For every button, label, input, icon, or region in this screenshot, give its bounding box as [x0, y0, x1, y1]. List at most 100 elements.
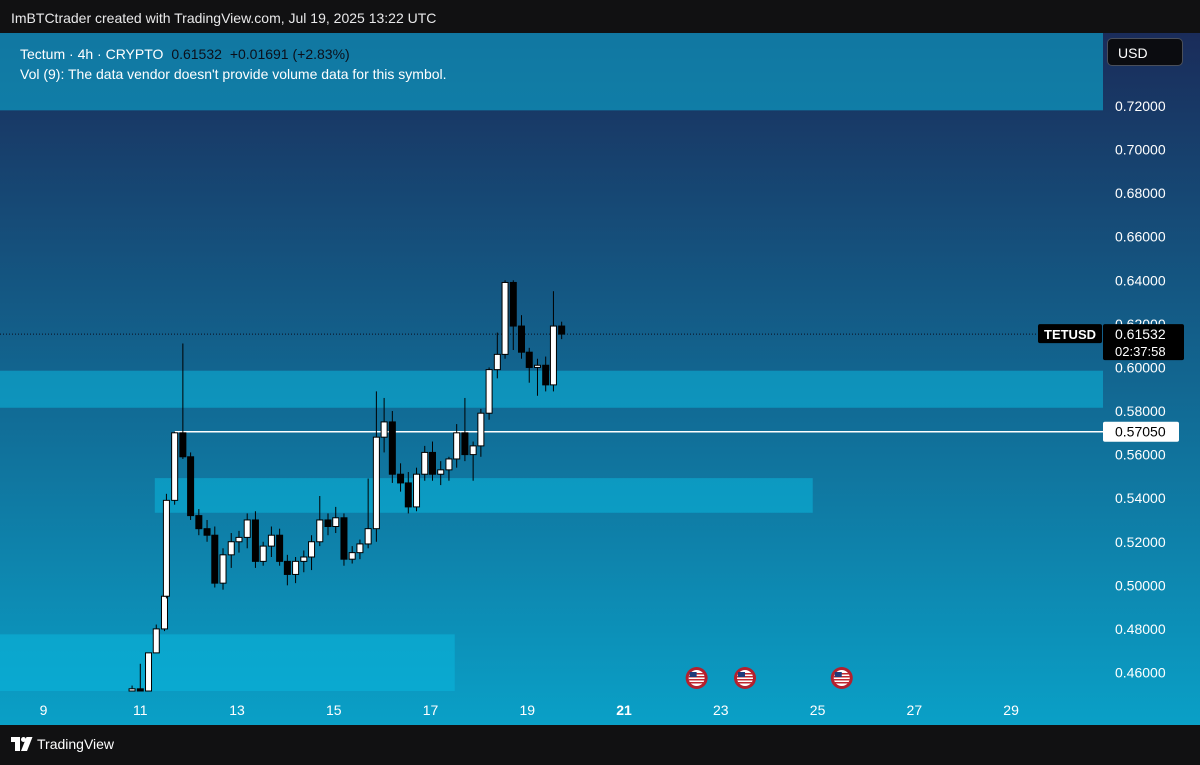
candle-body-down [340, 517, 348, 560]
candle[interactable] [453, 424, 461, 468]
event-flag-stripe [833, 679, 850, 681]
x-tick-label: 13 [229, 702, 245, 718]
candle[interactable] [542, 356, 550, 392]
candle[interactable] [145, 652, 153, 692]
candle[interactable] [493, 332, 501, 379]
event-flag-stripe [688, 682, 705, 684]
candle-body-up [292, 560, 300, 575]
candle[interactable] [152, 624, 160, 654]
candle-body-down [404, 482, 412, 508]
candle[interactable] [388, 411, 396, 483]
candle-body-up [348, 552, 356, 560]
candle[interactable] [348, 546, 356, 564]
candle[interactable] [445, 456, 453, 481]
candle[interactable] [251, 511, 259, 568]
candle-body-up [413, 473, 421, 508]
candle[interactable] [187, 452, 195, 520]
candle[interactable] [509, 280, 517, 351]
y-tick-label: 0.54000 [1115, 490, 1166, 506]
legend-volume-note: Vol (9): The data vendor doesn't provide… [20, 66, 447, 82]
candle-body-down [388, 421, 396, 475]
candle[interactable] [324, 513, 332, 536]
event-flag-canton [689, 672, 697, 677]
candle[interactable] [485, 367, 493, 420]
candle[interactable] [300, 550, 308, 573]
candle-body-up [372, 436, 380, 530]
candle[interactable] [203, 519, 211, 542]
candle[interactable] [404, 472, 412, 514]
candle[interactable] [380, 397, 388, 453]
candle[interactable] [162, 493, 170, 599]
candle[interactable] [549, 291, 557, 392]
candle[interactable] [397, 463, 405, 492]
tradingview-brand: TradingView [37, 736, 115, 752]
candle[interactable] [340, 513, 348, 566]
y-tick-label: 0.66000 [1115, 229, 1166, 245]
candle[interactable] [308, 535, 316, 571]
candle-body-up [145, 652, 153, 692]
currency-button[interactable]: USD [1107, 38, 1183, 66]
candle-body-up [243, 519, 251, 538]
candle-body-down [461, 432, 469, 456]
candle-body-up [160, 595, 168, 630]
candle[interactable] [195, 509, 203, 536]
candle-body-up [128, 688, 136, 692]
candle[interactable] [276, 528, 284, 566]
us-flag-icon[interactable] [830, 667, 853, 689]
price-chart[interactable]: 0.720000.700000.680000.660000.640000.620… [0, 33, 1200, 725]
zone-3 [0, 634, 455, 691]
candle[interactable] [316, 495, 324, 547]
candle[interactable] [372, 391, 380, 542]
us-flag-icon[interactable] [734, 667, 757, 689]
candle-body-down [251, 519, 259, 562]
candle[interactable] [332, 506, 340, 534]
candle[interactable] [179, 343, 187, 459]
candle-body-up [171, 432, 179, 501]
candle[interactable] [533, 358, 541, 396]
candle[interactable] [267, 526, 275, 558]
candle[interactable] [461, 397, 469, 462]
x-tick-label: 11 [133, 702, 148, 718]
candle[interactable] [356, 539, 364, 560]
candle[interactable] [128, 685, 136, 692]
candle-body-down [428, 451, 436, 475]
candle[interactable] [437, 461, 445, 486]
y-tick-label: 0.56000 [1115, 447, 1166, 463]
candle-body-up [533, 364, 541, 368]
candle[interactable] [136, 663, 144, 692]
candle[interactable] [235, 530, 243, 553]
candle[interactable] [421, 445, 429, 481]
candle[interactable] [428, 441, 436, 481]
candle-body-up [267, 534, 275, 547]
y-tick-label: 0.52000 [1115, 534, 1166, 550]
candle[interactable] [227, 533, 235, 568]
candle-body-up [364, 528, 372, 545]
x-tick-label: 9 [40, 702, 48, 718]
candle-body-up [437, 469, 445, 475]
legend-symbol[interactable]: Tectum · 4h · CRYPTO [20, 46, 164, 62]
tradingview-logo[interactable]: TradingView [11, 736, 114, 752]
legend-change: +0.01691 (+2.83%) [229, 46, 350, 62]
candle-body-down [283, 560, 291, 575]
candle[interactable] [243, 513, 251, 549]
candle[interactable] [259, 541, 267, 566]
candle-body-up [162, 499, 170, 597]
chart-panel[interactable]: 0.72000 0.70000 0.68000 0.66000 0.64000 0.620… [0, 33, 1200, 725]
candle[interactable] [171, 431, 179, 505]
candle[interactable] [518, 315, 526, 359]
candle[interactable] [477, 408, 485, 457]
x-tick-label: 19 [520, 702, 536, 718]
us-flag-icon[interactable] [685, 667, 708, 689]
candle[interactable] [211, 526, 219, 588]
candle[interactable] [283, 554, 291, 586]
candle[interactable] [525, 347, 533, 383]
candle[interactable] [413, 467, 421, 512]
candle[interactable] [501, 280, 509, 359]
candle[interactable] [558, 321, 566, 340]
candle[interactable] [292, 557, 300, 584]
candle-body-up [453, 432, 461, 460]
candle[interactable] [364, 478, 372, 549]
candle[interactable] [469, 441, 477, 481]
candle[interactable] [219, 548, 227, 590]
y-tick-label: 0.64000 [1115, 272, 1166, 288]
